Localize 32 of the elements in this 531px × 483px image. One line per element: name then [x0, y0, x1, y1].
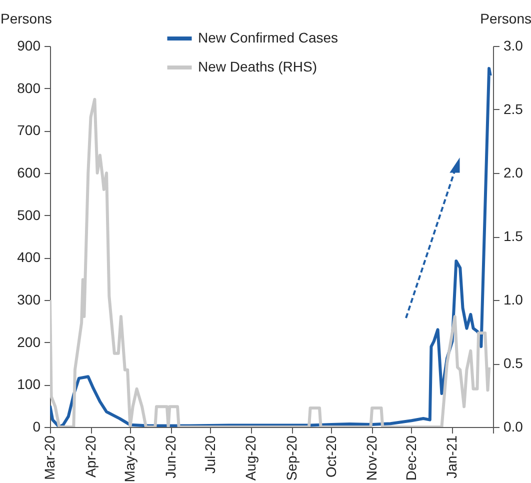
y2-tick-label: 2.0 [504, 164, 524, 180]
x-tick-label: Nov-20 [364, 435, 380, 481]
y2-tick-label: 2.5 [504, 101, 524, 117]
y2-tick-label: 0.5 [504, 355, 524, 371]
y2-tick-label: 1.5 [504, 228, 524, 244]
x-tick-label: Sep-20 [283, 435, 300, 481]
legend-label: New Deaths (RHS) [198, 58, 318, 74]
y2-axis-title: Persons [480, 10, 531, 26]
y2-tick-label: 3.0 [504, 38, 524, 54]
y-tick-label: 700 [17, 122, 41, 138]
x-tick-label: May-20 [122, 435, 138, 482]
y-axis-title: Persons [0, 10, 52, 26]
y-tick-label: 100 [17, 376, 41, 392]
legend-label: New Confirmed Cases [198, 30, 338, 46]
x-tick-label: Jun-20 [162, 435, 178, 478]
x-tick-label: Jan-21 [444, 435, 460, 478]
y-tick-label: 600 [17, 164, 41, 180]
x-tick-label: Aug-20 [242, 435, 259, 481]
y2-tick-label: 0.0 [504, 418, 524, 434]
y-tick-label: 900 [17, 38, 41, 54]
y2-tick-label: 1.0 [504, 292, 524, 308]
x-tick-label: Apr-20 [82, 435, 98, 478]
y-tick-label: 200 [17, 334, 41, 350]
x-tick-label: Jul-20 [202, 435, 218, 474]
x-tick-label: Oct-20 [322, 435, 339, 478]
x-tick-label: Mar-20 [42, 435, 58, 480]
y-tick-label: 400 [17, 249, 41, 266]
y-tick-label: 0 [32, 418, 41, 434]
y-tick-label: 500 [17, 206, 41, 223]
y-tick-label: 300 [17, 292, 41, 308]
x-tick-label: Dec-20 [403, 435, 419, 481]
y-tick-label: 800 [17, 80, 41, 96]
